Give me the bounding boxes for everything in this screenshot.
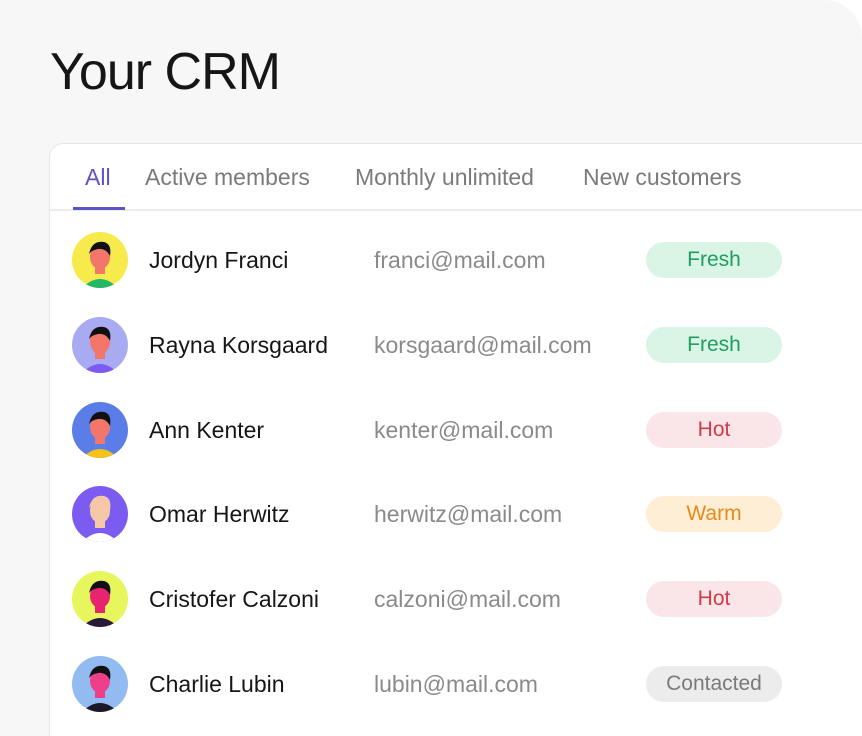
avatar (72, 316, 128, 373)
contact-email[interactable]: lubin@mail.com (374, 671, 538, 697)
contact-email[interactable]: herwitz@mail.com (374, 501, 563, 528)
contact-email[interactable]: kenter@mail.com (374, 416, 554, 443)
tab-active-members[interactable]: Active members (145, 164, 310, 190)
contact-name[interactable]: Omar Herwitz (149, 501, 290, 528)
tab-all[interactable]: All (85, 164, 111, 190)
active-tab-indicator (73, 207, 125, 210)
avatar (72, 571, 128, 628)
contact-name[interactable]: Jordyn Franci (149, 247, 289, 273)
contact-name[interactable]: Charlie Lubin (149, 671, 285, 697)
contact-row[interactable]: Charlie Lubin lubin@mail.com Contacted (50, 642, 810, 726)
contact-email[interactable]: franci@mail.com (374, 247, 546, 273)
contact-name[interactable]: Rayna Korsgaard (149, 331, 328, 358)
avatar (72, 401, 128, 458)
contact-email[interactable]: korsgaard@mail.com (374, 331, 592, 358)
contact-name[interactable]: Ann Kenter (149, 416, 265, 443)
status-badge: Fresh (646, 242, 782, 278)
avatar (72, 486, 128, 543)
contact-name[interactable]: Cristofer Calzoni (149, 586, 319, 613)
contact-row[interactable]: Rayna Korsgaard korsgaard@mail.com Fresh (50, 303, 810, 387)
status-badge: Fresh (646, 326, 782, 363)
status-badge: Warm (646, 496, 782, 533)
status-badge: Hot (646, 411, 782, 448)
avatar (72, 656, 128, 712)
page-title: Your CRM (50, 43, 281, 101)
status-badge: Contacted (646, 666, 782, 702)
contact-row[interactable]: Ann Kenter kenter@mail.com Hot (50, 388, 810, 472)
avatar (72, 232, 128, 288)
tab-new-customers[interactable]: New customers (583, 164, 742, 190)
status-badge: Hot (646, 581, 782, 618)
tab-bar: All Active members Monthly unlimited New… (50, 144, 862, 211)
contact-row[interactable]: Jordyn Franci franci@mail.com Fresh (50, 218, 810, 302)
contact-row[interactable]: Omar Herwitz herwitz@mail.com Warm (50, 472, 810, 556)
contact-email[interactable]: calzoni@mail.com (374, 586, 561, 613)
contacts-card: All Active members Monthly unlimited New… (49, 143, 862, 736)
tab-monthly-unlimited[interactable]: Monthly unlimited (355, 164, 534, 190)
contact-row[interactable]: Cristofer Calzoni calzoni@mail.com Hot (50, 557, 810, 641)
